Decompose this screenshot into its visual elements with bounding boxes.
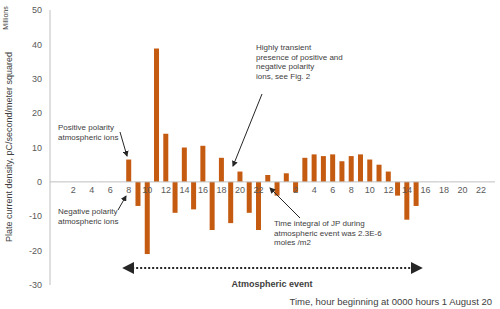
svg-text:8: 8 xyxy=(126,185,131,195)
svg-text:6: 6 xyxy=(330,185,335,195)
svg-text:4: 4 xyxy=(89,185,94,195)
svg-text:Time, hour beginning at 0000 h: Time, hour beginning at 0000 hours 1 Aug… xyxy=(290,296,492,307)
svg-text:Positive polarityatmospheric i: Positive polarityatmospheric ions xyxy=(58,123,118,142)
svg-text:22: 22 xyxy=(254,185,264,195)
svg-text:18: 18 xyxy=(439,185,449,195)
svg-text:40: 40 xyxy=(32,40,42,50)
svg-text:Highly transientpresence of po: Highly transientpresence of positive and… xyxy=(256,43,343,81)
svg-text:-20: -20 xyxy=(29,246,42,256)
svg-text:10: 10 xyxy=(142,185,152,195)
svg-text:Plate current density, pC/seco: Plate current density, pC/second/meter s… xyxy=(8,52,14,242)
svg-text:-30: -30 xyxy=(29,280,42,290)
svg-text:16: 16 xyxy=(198,185,208,195)
svg-text:16: 16 xyxy=(420,185,430,195)
svg-text:30: 30 xyxy=(32,74,42,84)
svg-text:10: 10 xyxy=(365,185,375,195)
svg-text:20: 20 xyxy=(235,185,245,195)
svg-text:18: 18 xyxy=(217,185,227,195)
svg-text:12: 12 xyxy=(383,185,393,195)
svg-text:Atmospheric event: Atmospheric event xyxy=(231,279,312,289)
svg-text:Time integral of JP duringatmo: Time integral of JP duringatmospheric ev… xyxy=(274,219,382,247)
svg-text:8: 8 xyxy=(349,185,354,195)
svg-text:Negative polarityatmospheric i: Negative polarityatmospheric ions xyxy=(58,207,118,226)
svg-text:-10: -10 xyxy=(29,211,42,221)
svg-text:0: 0 xyxy=(37,177,42,187)
svg-text:10: 10 xyxy=(32,143,42,153)
svg-text:14: 14 xyxy=(179,185,189,195)
svg-text:Millions: Millions xyxy=(8,6,9,30)
svg-text:14: 14 xyxy=(402,185,412,195)
svg-text:22: 22 xyxy=(476,185,486,195)
svg-text:2: 2 xyxy=(71,185,76,195)
svg-text:50: 50 xyxy=(32,5,42,15)
svg-text:12: 12 xyxy=(161,185,171,195)
svg-text:2: 2 xyxy=(293,185,298,195)
svg-text:20: 20 xyxy=(458,185,468,195)
svg-text:20: 20 xyxy=(32,108,42,118)
svg-text:4: 4 xyxy=(312,185,317,195)
svg-text:6: 6 xyxy=(108,185,113,195)
